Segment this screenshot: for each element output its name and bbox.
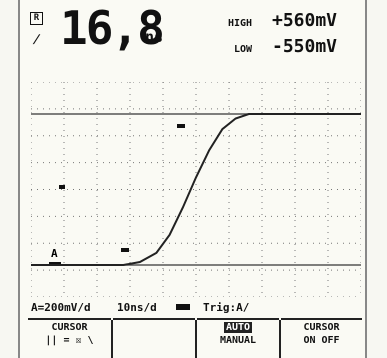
softkey-divider	[279, 320, 281, 358]
mode-indicator: R	[30, 10, 43, 25]
time-per-div: 10ns/d	[117, 301, 157, 314]
waveform-plot: A	[31, 82, 361, 297]
mode-mark: R	[30, 12, 43, 25]
run-indicator	[176, 304, 190, 310]
trigger-info: Trig:A/	[203, 301, 250, 314]
waveform-trace	[31, 113, 361, 266]
softkey-1-line2: || = ☒ \	[45, 335, 94, 346]
high-value: +560mV	[272, 10, 338, 31]
softkey-bar: CURSOR || = ☒ \ AUTO MANUAL CURSOR ON OF…	[28, 318, 362, 358]
softkey-3-line1: AUTO	[223, 322, 253, 333]
softkey-auto-manual[interactable]: AUTO MANUAL	[197, 318, 279, 358]
cursor-mark-high	[177, 124, 185, 128]
low-value: -550mV	[272, 36, 338, 57]
volts-per-div: A=200mV/d	[31, 301, 91, 314]
left-marker	[59, 185, 65, 189]
reading-unit: ns	[145, 28, 164, 46]
softkey-4-line2: ON OFF	[303, 335, 340, 346]
softkey-divider	[195, 320, 197, 358]
cursor-mark-low	[121, 248, 129, 252]
high-label: HIGH	[228, 18, 253, 29]
display-frame	[18, 0, 367, 358]
softkey-3-line2: MANUAL	[219, 335, 257, 346]
channel-marker: A	[51, 247, 58, 260]
softkey-4-line1: CURSOR	[303, 322, 340, 333]
softkey-1-line1: CURSOR	[51, 322, 88, 333]
softkey-cursor-type[interactable]: CURSOR || = ☒ \	[28, 318, 111, 358]
softkey-empty[interactable]	[113, 318, 195, 358]
low-label: LOW	[234, 44, 253, 55]
softkey-divider	[111, 320, 113, 358]
main-reading: 16,8	[60, 1, 165, 55]
softkey-cursor-on-off[interactable]: CURSOR ON OFF	[281, 318, 362, 358]
